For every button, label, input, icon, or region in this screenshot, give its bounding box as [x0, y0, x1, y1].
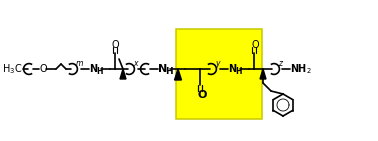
Polygon shape: [175, 69, 181, 80]
Text: N: N: [228, 63, 236, 73]
Text: y: y: [215, 59, 220, 68]
Text: x: x: [133, 59, 138, 68]
Text: N: N: [158, 63, 167, 73]
Text: N: N: [89, 63, 97, 73]
Text: H$_3$C: H$_3$C: [2, 62, 22, 76]
Text: O: O: [112, 40, 119, 50]
Text: NH$_2$: NH$_2$: [290, 62, 312, 76]
Text: H: H: [235, 68, 242, 77]
Text: O: O: [197, 90, 206, 100]
Bar: [176, 29, 262, 119]
Text: H: H: [96, 68, 102, 77]
Polygon shape: [120, 69, 126, 79]
Text: H: H: [165, 68, 173, 77]
Text: z: z: [278, 59, 282, 68]
Text: O: O: [39, 64, 46, 74]
Text: m: m: [76, 59, 84, 68]
Polygon shape: [260, 69, 266, 79]
Text: O: O: [251, 40, 259, 50]
